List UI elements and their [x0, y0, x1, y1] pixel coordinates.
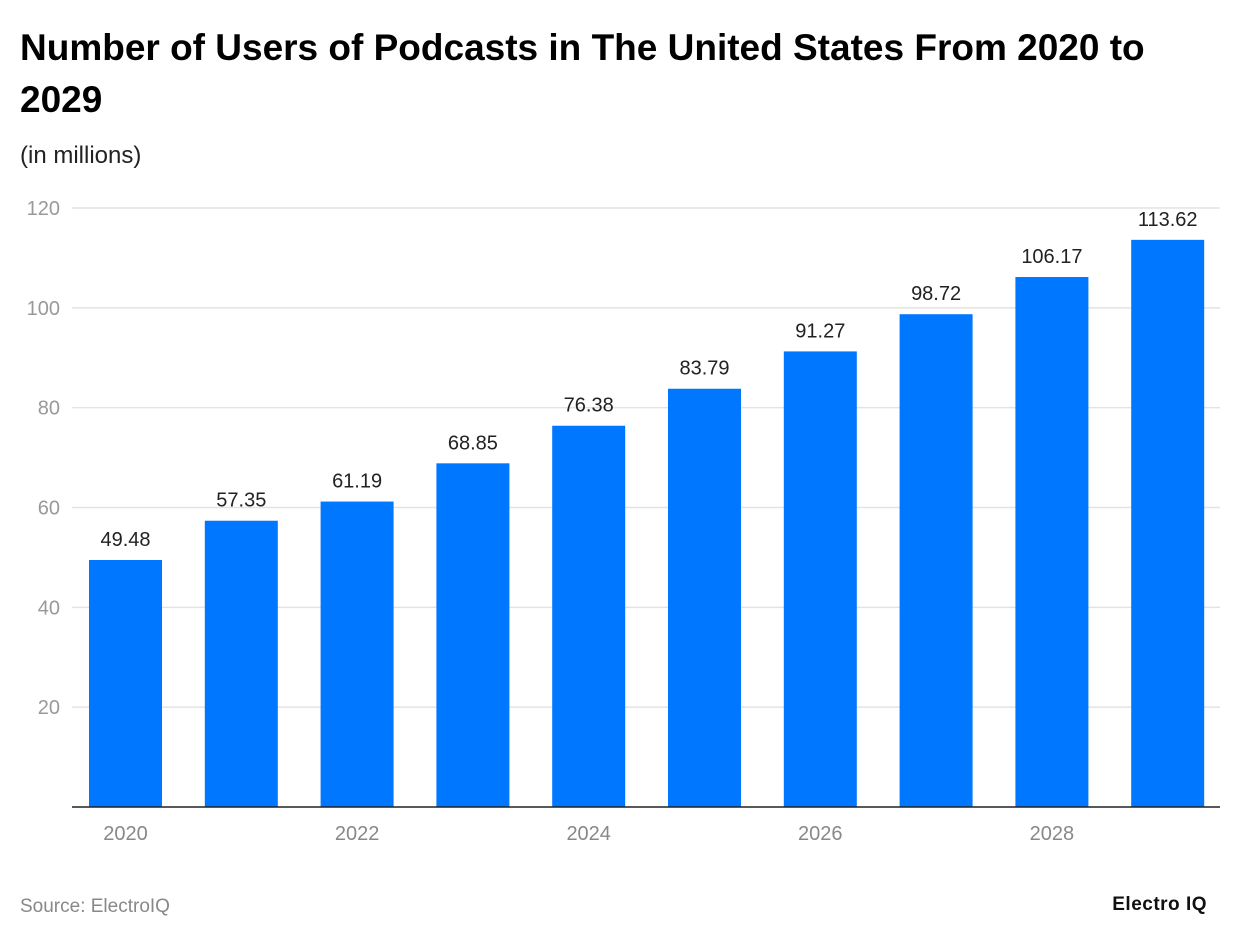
bar-2024 [552, 425, 626, 807]
x-tick-label: 2026 [798, 823, 843, 845]
bar-2020 [89, 560, 162, 807]
data-label: 91.27 [795, 320, 845, 342]
source-note: Source: ElectroIQ [20, 896, 170, 917]
y-tick-label: 80 [38, 398, 60, 420]
data-label: 76.38 [564, 395, 614, 417]
bar-2022 [320, 501, 394, 807]
x-tick-label: 2022 [335, 823, 380, 845]
data-label: 83.79 [679, 358, 729, 380]
y-tick-label: 40 [38, 597, 60, 619]
electroiq-logo: Electro IQ [1112, 894, 1207, 915]
data-label: 113.62 [1138, 209, 1198, 231]
bar-2026 [783, 351, 857, 807]
y-tick-label: 20 [38, 697, 60, 719]
y-tick-label: 60 [38, 498, 60, 520]
bar-2029 [1131, 239, 1205, 808]
y-tick-label: 120 [27, 198, 60, 220]
data-label: 106.17 [1021, 246, 1082, 268]
chart-title: Number of Users of Podcasts in The Unite… [20, 27, 1145, 120]
chart-subtitle: (in millions) [20, 142, 142, 169]
y-tick-label: 100 [27, 298, 60, 320]
data-label: 61.19 [332, 471, 382, 493]
x-tick-label: 2028 [1030, 823, 1075, 845]
data-label: 68.85 [448, 432, 498, 454]
x-tick-label: 2020 [103, 823, 148, 845]
data-label: 57.35 [216, 490, 266, 512]
data-label: 49.48 [100, 529, 150, 551]
bar-2021 [204, 520, 278, 807]
data-label: 98.72 [911, 283, 961, 305]
bar-2025 [668, 388, 741, 807]
bar-2028 [1015, 277, 1089, 807]
bar-2027 [899, 314, 973, 807]
bar-2023 [436, 463, 510, 807]
x-tick-label: 2024 [566, 823, 611, 845]
